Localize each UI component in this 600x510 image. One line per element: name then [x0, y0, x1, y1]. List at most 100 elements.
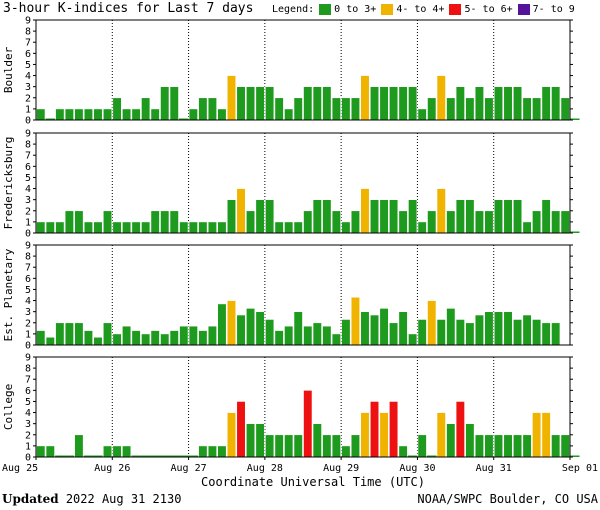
k-index-bar: [102, 210, 113, 234]
legend-label: Legend:: [272, 4, 315, 15]
k-index-bar: [503, 86, 513, 121]
k-index-bar: [226, 75, 237, 121]
k-index-bar: [74, 322, 84, 346]
y-tick-label: 0: [25, 453, 31, 464]
panel-frame: [35, 244, 571, 346]
k-index-bar: [45, 336, 55, 346]
k-index-bar: [379, 86, 389, 121]
k-index-bar: [293, 97, 303, 121]
k-index-bar: [55, 455, 65, 457]
y-tick-label: 5: [25, 173, 31, 184]
k-index-bar: [512, 319, 523, 346]
k-index-bar: [141, 221, 151, 234]
k-index-bar: [179, 118, 189, 120]
legend-item-0-to-3: 0 to 3+: [334, 4, 377, 15]
k-index-bar: [122, 325, 132, 346]
k-index-bar: [64, 108, 74, 121]
legend-swatch-red: [449, 4, 462, 15]
k-index-bar: [169, 455, 180, 457]
updated-value: 2022 Aug 31 2130: [65, 492, 182, 506]
k-index-bar: [455, 401, 465, 458]
y-tick-label: 8: [25, 252, 31, 263]
k-index-bar: [179, 455, 189, 457]
y-tick-label: 2: [25, 430, 31, 441]
k-index-bar: [255, 423, 265, 458]
k-index-bar: [188, 455, 199, 457]
y-tick-label: 6: [25, 162, 31, 173]
legend-swatch-yellow: [381, 4, 394, 15]
k-index-bar: [83, 455, 94, 457]
k-index-bar: [198, 97, 208, 121]
k-index-bar: [465, 199, 475, 234]
k-index-bar: [541, 322, 551, 346]
station-label: Fredericksburg: [2, 137, 15, 230]
station-label: Boulder: [2, 46, 15, 93]
k-index-bar: [131, 455, 141, 457]
k-index-bar: [398, 445, 408, 458]
k-index-bar: [322, 86, 332, 121]
k-index-bar: [312, 199, 322, 234]
k-index-bar: [436, 188, 446, 234]
k-index-bar: [474, 210, 484, 234]
y-tick-label: 9: [25, 129, 31, 140]
x-tick-label: Sep 01: [562, 463, 598, 474]
k-index-bar: [131, 221, 141, 234]
k-index-bar: [427, 97, 437, 121]
k-index-bar: [265, 86, 275, 121]
k-index-bar: [312, 423, 322, 458]
x-tick-label: Aug 25: [2, 463, 38, 474]
k-index-bar: [36, 108, 46, 121]
k-index-bar: [122, 445, 132, 458]
k-index-bar: [341, 319, 351, 346]
k-index-bar: [265, 319, 275, 346]
y-tick-label: 4: [25, 184, 31, 195]
k-index-bar: [217, 445, 227, 458]
y-tick-label: 4: [25, 408, 31, 419]
y-tick-label: 1: [25, 104, 31, 115]
k-index-bar: [369, 199, 380, 234]
k-index-bar: [245, 86, 256, 121]
k-index-bar: [551, 322, 561, 346]
y-tick-label: 7: [25, 375, 31, 386]
k-index-bar: [446, 423, 456, 458]
k-index-bar: [207, 325, 217, 346]
k-index-bar: [55, 108, 65, 121]
k-index-bar: [141, 333, 151, 346]
k-index-bar: [417, 434, 427, 458]
k-index-bar: [102, 445, 113, 458]
x-tick-label: Aug 29: [323, 463, 359, 474]
k-index-bar: [93, 455, 103, 457]
y-tick-label: 3: [25, 82, 31, 93]
y-tick-label: 0: [25, 116, 31, 127]
y-tick-label: 0: [25, 341, 31, 352]
k-index-bar: [465, 322, 475, 346]
k-index-bar: [417, 319, 427, 346]
y-tick-label: 2: [25, 206, 31, 217]
k-index-bar: [83, 221, 94, 234]
k-index-bar: [427, 210, 437, 234]
k-index-bar: [436, 75, 446, 121]
k-index-bar: [245, 210, 256, 234]
k-index-bar: [436, 412, 446, 458]
k-index-bar: [93, 108, 103, 121]
k-index-bar: [484, 210, 494, 234]
k-index-bar: [217, 303, 227, 346]
k-index-bar: [274, 330, 284, 346]
y-tick-label: 8: [25, 364, 31, 375]
k-index-bar: [541, 199, 551, 234]
k-index-bar: [93, 221, 103, 234]
k-index-bar: [369, 86, 380, 121]
k-index-bar: [36, 221, 46, 234]
k-index-bar: [455, 199, 465, 234]
k-index-bar: [465, 97, 475, 121]
k-index-bar: [179, 325, 189, 346]
k-index-bar: [408, 86, 418, 121]
y-tick-label: 4: [25, 296, 31, 307]
k-index-bar: [188, 325, 198, 346]
k-index-bar: [341, 445, 351, 458]
k-index-bar: [369, 314, 380, 346]
k-index-bar: [484, 434, 494, 458]
k-index-bar: [389, 401, 399, 458]
k-index-bar: [284, 221, 294, 234]
k-index-bar: [408, 199, 418, 234]
